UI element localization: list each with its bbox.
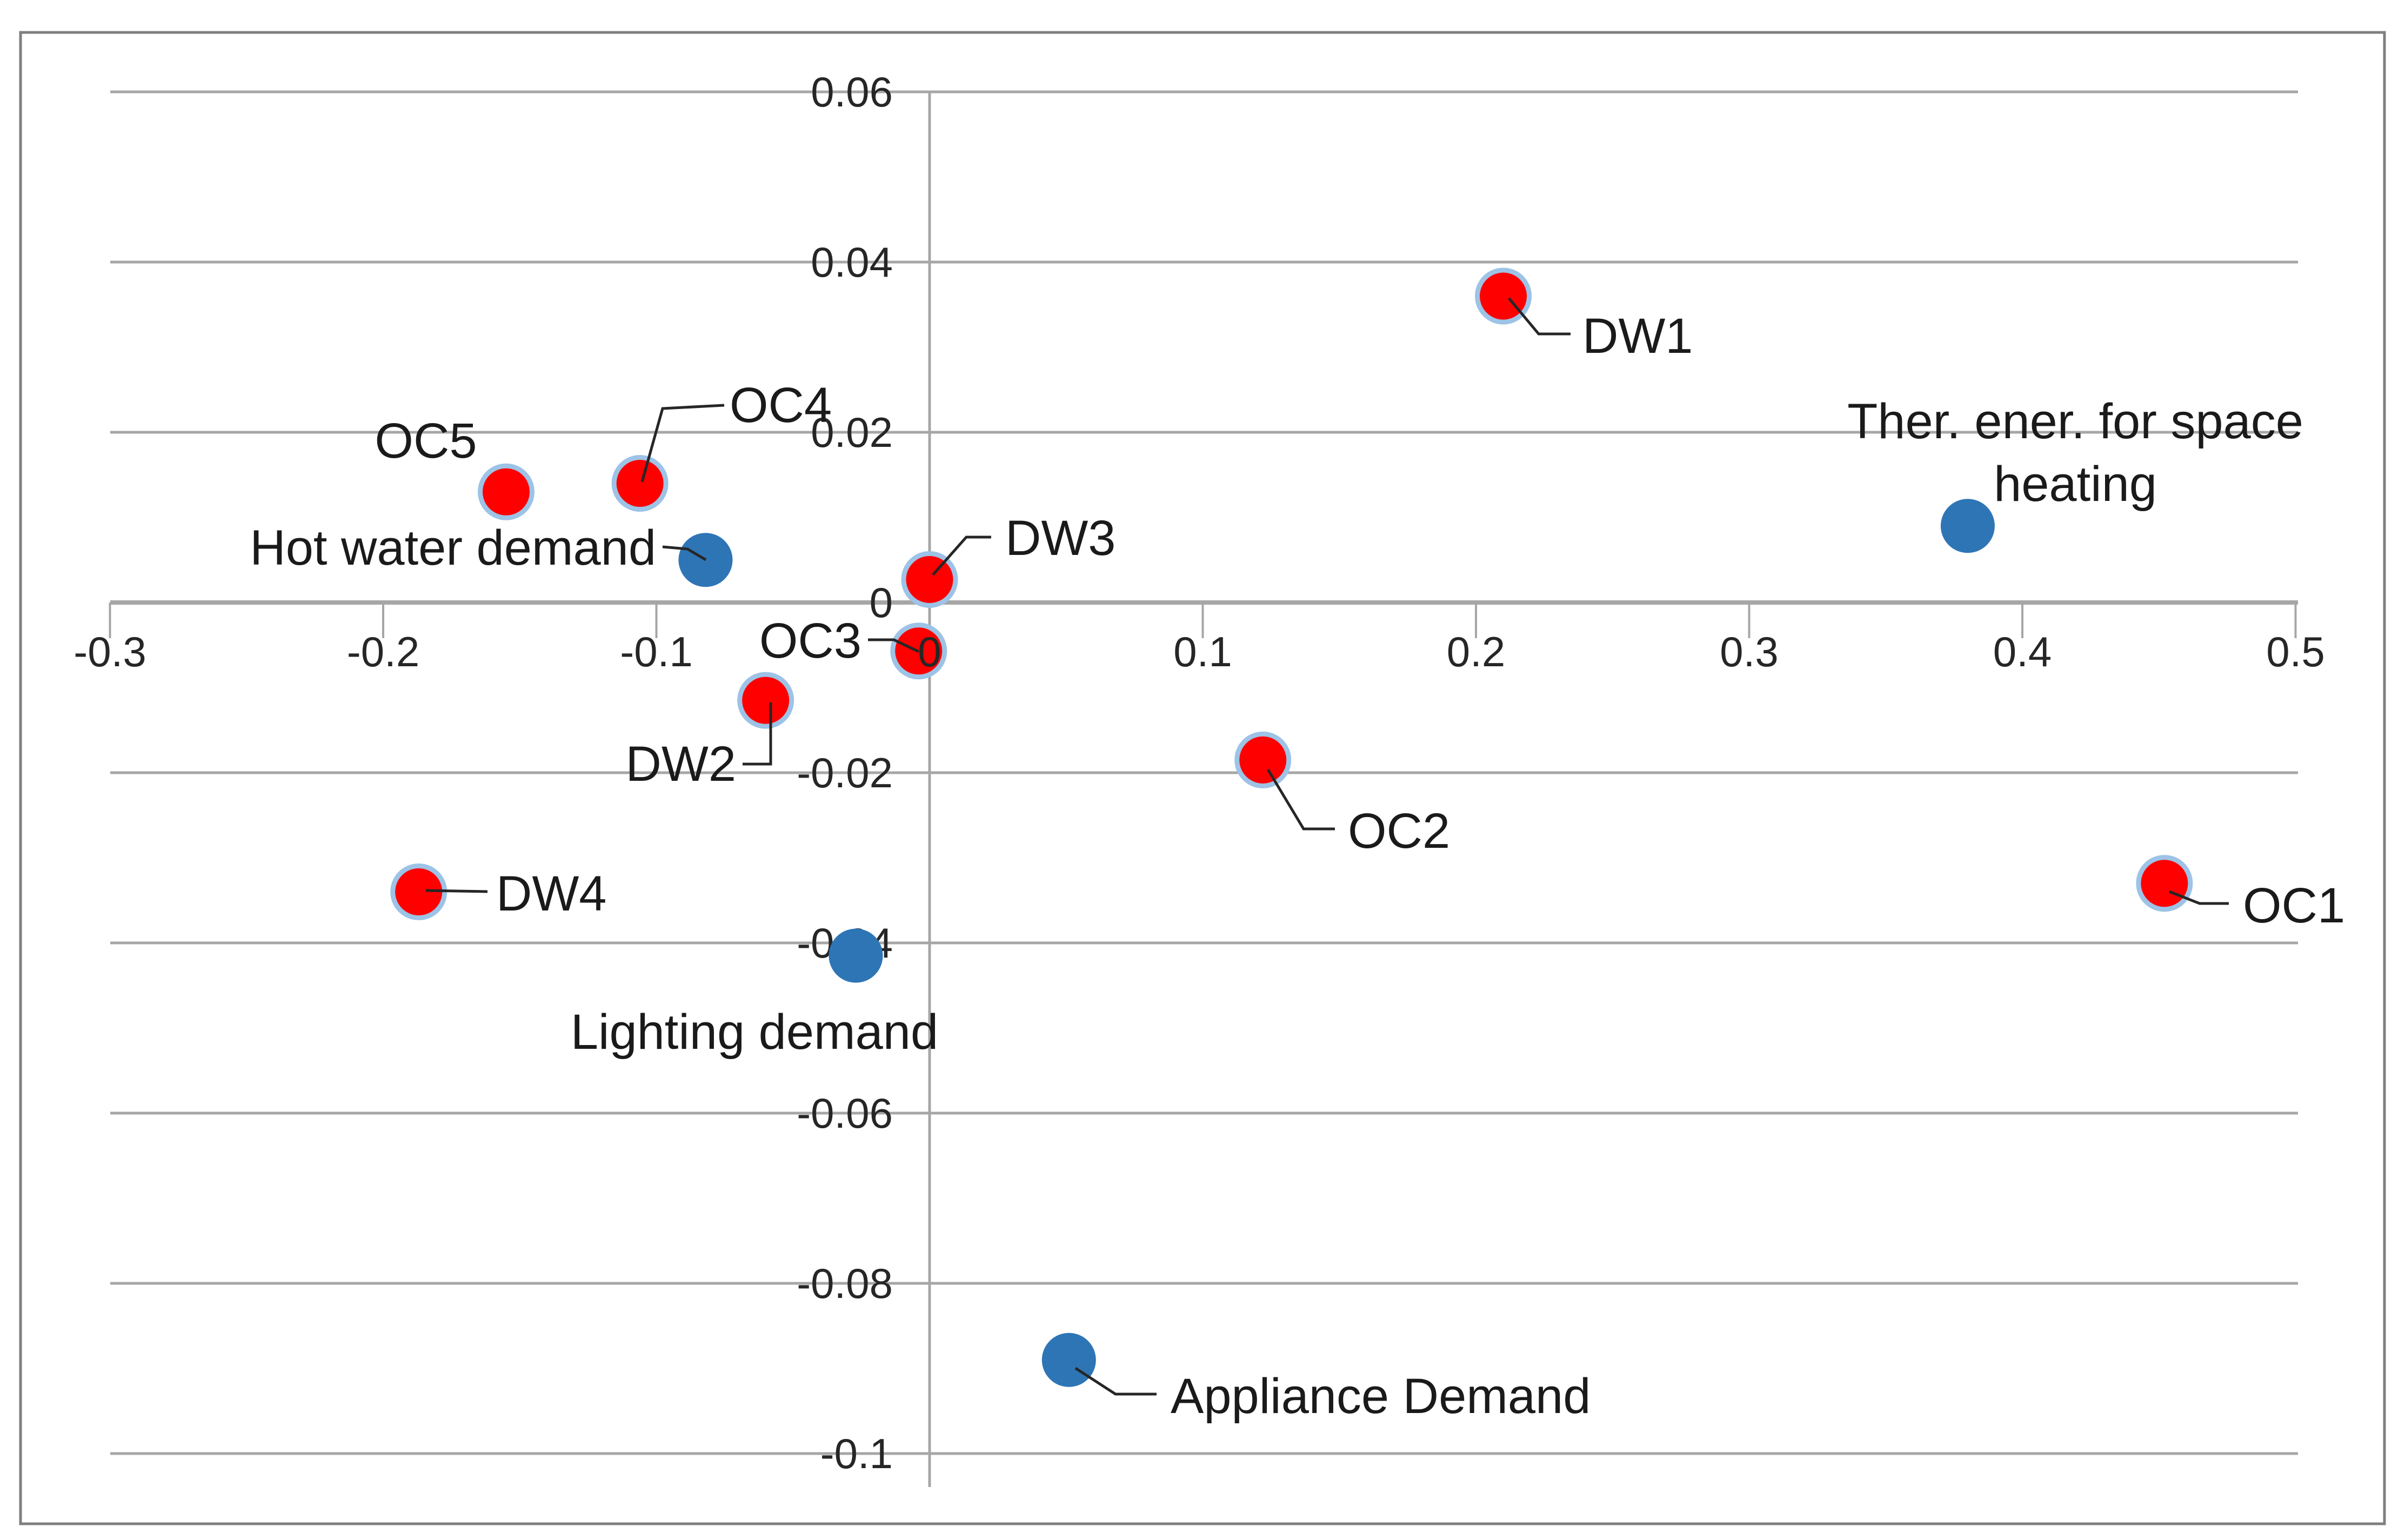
point-label-OC5: OC5 — [375, 413, 477, 468]
leader-OC2 — [1266, 768, 1335, 831]
x-axis-labels: -0.3 -0.2 -0.1 0.1 0.2 0.3 0.4 0.5 — [74, 628, 2324, 675]
y-tick-label-0.04: 0.04 — [811, 238, 893, 286]
y-tick-label--0.1: -0.1 — [820, 1430, 893, 1477]
data-point-OC4[interactable] — [611, 455, 669, 512]
leader-DW4 — [425, 889, 488, 893]
point-label-OC1: OC1 — [2243, 878, 2345, 933]
figure-frame — [19, 31, 2386, 1525]
x-tick-label--0.3: -0.3 — [74, 628, 146, 675]
leader-Hot-water-demand — [662, 545, 707, 561]
y-tick-label--0.06: -0.06 — [797, 1089, 893, 1137]
leader-lines — [425, 297, 2229, 1396]
x-tick-label-0.1: 0.1 — [1173, 628, 1232, 675]
leader-OC1 — [2169, 890, 2229, 905]
x-tick-label--0.1: -0.1 — [620, 628, 692, 675]
point-label-OC3: OC3 — [759, 613, 861, 668]
y-tick-label--0.08: -0.08 — [797, 1260, 893, 1307]
point-label-OC4: OC4 — [730, 378, 832, 433]
x-tick-label-0.2: 0.2 — [1447, 628, 1505, 675]
point-label-Appliance-Demand: Appliance Demand — [1171, 1369, 1591, 1424]
data-point-OC2[interactable] — [1234, 731, 1292, 788]
point-label-DW1: DW1 — [1582, 309, 1693, 364]
point-label-Ther-ener-for-space-heating: Ther. ener. for space heating — [1847, 394, 2303, 512]
data-point-OC1[interactable] — [2136, 855, 2193, 912]
leader-DW1 — [1508, 297, 1571, 336]
y-tick-label-0.06: 0.06 — [811, 68, 893, 116]
y-tick-label-0.02: 0.02 — [811, 409, 893, 456]
data-point-DW3[interactable] — [901, 551, 958, 608]
leader-OC3 — [868, 638, 920, 653]
y-tick-label--0.02: -0.02 — [797, 749, 893, 796]
data-point-Lighting-demand[interactable] — [829, 928, 883, 983]
leader-OC4 — [640, 404, 725, 483]
x-tick-label-0.5: 0.5 — [2266, 628, 2324, 675]
point-labels: DW1 OC5 OC4 DW3 OC3 DW2 OC2 DW4 OC1 Ther. ener. f… — [250, 309, 2345, 1424]
leader-Appliance-Demand — [1074, 1367, 1157, 1396]
data-point-DW2[interactable] — [737, 672, 794, 729]
data-point-Ther-ener-for-space-heating[interactable] — [1940, 499, 1995, 553]
point-label-DW3: DW3 — [1005, 511, 1115, 566]
point-label-Hot-water-demand: Hot water demand — [250, 520, 656, 575]
leader-DW2 — [743, 702, 772, 766]
data-point-Appliance-Demand[interactable] — [1041, 1333, 1096, 1387]
y-tick-label-0: 0 — [870, 579, 893, 626]
x-tick-label-0: 0 — [918, 628, 941, 675]
point-label-OC2: OC2 — [1348, 804, 1450, 859]
point-label-DW4: DW4 — [496, 866, 606, 921]
x-tick-label--0.2: -0.2 — [347, 628, 419, 675]
x-tick-label-0.4: 0.4 — [1993, 628, 2052, 675]
leader-DW3 — [932, 535, 991, 576]
data-point-OC5[interactable] — [477, 463, 535, 520]
y-axis-labels: 0.060.040.020-0.02-0.04-0.06-0.08-0.1 — [797, 68, 893, 1477]
x-tick-label-0.3: 0.3 — [1720, 628, 1778, 675]
point-label-Lighting-demand: Lighting demand — [571, 1005, 938, 1060]
gridlines — [110, 90, 2298, 1455]
point-label-DW2: DW2 — [626, 736, 736, 792]
x-axis-ticks — [109, 602, 2297, 638]
